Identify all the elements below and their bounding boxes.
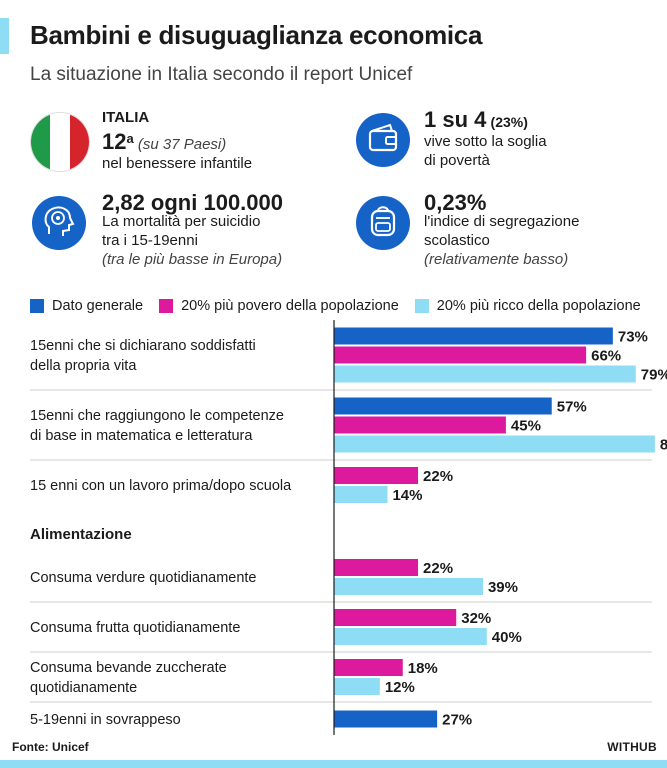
italia-label: ITALIA <box>102 109 150 126</box>
bar-poor <box>334 659 403 676</box>
legend-item-poor: 20% più povero della popolazione <box>159 298 399 314</box>
italia-info: ITALIA 12a (su 37 Paesi) nel benessere i… <box>102 108 252 173</box>
footer-bar <box>0 760 667 768</box>
bar-poor <box>334 416 506 434</box>
poverty-pct: (23%) <box>490 114 528 130</box>
legend-swatch-general <box>30 299 44 313</box>
category-label: Consuma verdure quotidianamente <box>30 570 257 586</box>
legend-label-general: Dato generale <box>52 298 144 314</box>
category-label: quotidianamente <box>30 680 137 696</box>
bar-poor <box>334 609 457 626</box>
data-label: 22% <box>423 468 453 485</box>
bar-chart: 73% 66% 79% 15enni che si dichiarano soddis… <box>30 320 667 735</box>
suicide-info: 2,82 ogni 100.000 La mortalità per suici… <box>102 190 283 269</box>
data-label: 73% <box>618 329 648 346</box>
bar-poor <box>334 346 587 364</box>
bar-general <box>334 710 438 728</box>
category-label: 5-19enni in sovrappeso <box>30 712 181 728</box>
backpack-icon <box>356 196 410 250</box>
segregation-value: 0,23% <box>424 190 487 215</box>
page-title: Bambini e disuguaglianza economica <box>30 20 483 50</box>
legend-item-rich: 20% più ricco della popolazione <box>414 298 641 314</box>
suicide-note: (tra le più basse in Europa) <box>102 251 283 268</box>
bar-rich <box>334 365 636 383</box>
category-label: 15enni che si dichiarano soddisfatti <box>30 338 256 354</box>
segregation-line1: l'indice di segregazione <box>424 213 580 230</box>
bar-poor <box>334 467 419 484</box>
data-label: 32% <box>461 610 491 627</box>
data-label: 39% <box>488 579 518 596</box>
suicide-line1: La mortalità per suicidio <box>102 213 261 230</box>
category-label: Consuma frutta quotidianamente <box>30 620 240 636</box>
section-label: Alimentazione <box>30 526 132 543</box>
poverty-value: 1 su 4 <box>424 107 487 132</box>
data-label: 40% <box>492 629 522 646</box>
poverty-line2: di povertà <box>424 152 490 169</box>
brand-logo: WITHUB <box>607 740 657 754</box>
legend-item-general: Dato generale <box>30 298 143 314</box>
data-label: 22% <box>423 560 453 577</box>
page-subtitle: La situazione in Italia secondo il repor… <box>30 64 413 85</box>
category-label: 15 enni con un lavoro prima/dopo scuola <box>30 478 292 494</box>
category-label: della propria vita <box>30 358 137 374</box>
bar-rich <box>334 628 487 645</box>
category-label: 15enni che raggiungono le competenze <box>30 408 284 424</box>
legend-swatch-rich <box>414 299 429 313</box>
legend-swatch-poor <box>159 299 174 313</box>
source-note: Fonte: Unicef <box>12 740 89 754</box>
chart-legend: Dato generale 20% più povero della popol… <box>30 298 641 314</box>
bar-general <box>334 397 552 415</box>
data-label: 45% <box>511 418 541 435</box>
data-label: 12% <box>385 679 415 696</box>
accent-bar <box>0 18 9 54</box>
bar-general <box>334 327 613 345</box>
suicide-line2: tra i 15-19enni <box>102 232 198 249</box>
data-label: 18% <box>408 660 438 677</box>
data-label: 14% <box>392 487 422 504</box>
italia-rank-note: (su 37 Paesi) <box>137 136 227 153</box>
italia-rank: 12 <box>102 129 127 154</box>
italy-flag-icon <box>30 112 90 172</box>
bar-rich <box>334 435 655 453</box>
data-label: 27% <box>442 712 472 729</box>
head-brain-icon <box>32 196 86 250</box>
bar-rich <box>334 678 380 695</box>
category-label: Consuma bevande zuccherate <box>30 660 227 676</box>
segregation-info: 0,23% l'indice di segregazione scolastic… <box>424 190 580 269</box>
segregation-note: (relativamente basso) <box>424 251 569 268</box>
category-label: di base in matematica e letteratura <box>30 428 253 444</box>
italia-desc: nel benessere infantile <box>102 155 253 172</box>
legend-label-poor: 20% più povero della popolazione <box>181 298 399 314</box>
wallet-icon <box>356 113 410 167</box>
data-label: 84% <box>660 437 667 454</box>
poverty-line1: vive sotto la soglia <box>424 133 547 150</box>
bar-rich <box>334 486 388 503</box>
legend-label-rich: 20% più ricco della popolazione <box>436 298 641 314</box>
bar-poor <box>334 559 419 576</box>
data-label: 57% <box>557 399 587 416</box>
poverty-info: 1 su 4 (23%) vive sotto la soglia di pov… <box>424 107 547 170</box>
suicide-value: 2,82 ogni 100.000 <box>102 190 283 215</box>
data-label: 79% <box>641 367 667 384</box>
data-label: 66% <box>591 348 621 365</box>
italia-rank-sup: a <box>126 131 134 146</box>
segregation-line2: scolastico <box>424 232 490 249</box>
bar-rich <box>334 578 483 595</box>
